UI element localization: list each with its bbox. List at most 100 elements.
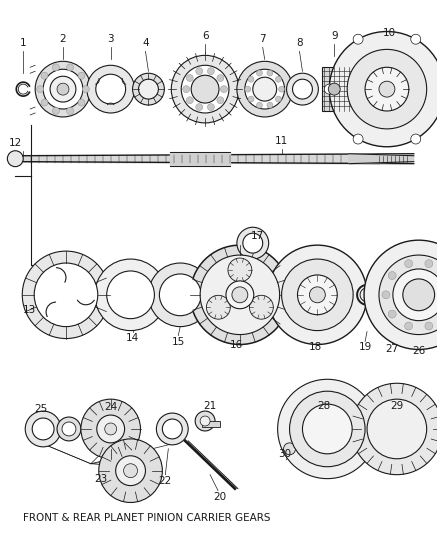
Circle shape — [282, 259, 353, 330]
Circle shape — [237, 61, 293, 117]
Circle shape — [67, 64, 74, 71]
Circle shape — [191, 75, 219, 103]
Circle shape — [237, 227, 268, 259]
Circle shape — [87, 65, 134, 113]
Circle shape — [347, 50, 427, 129]
Text: 13: 13 — [23, 305, 36, 314]
Circle shape — [248, 76, 254, 82]
Circle shape — [124, 464, 138, 478]
Circle shape — [411, 34, 421, 44]
Text: 6: 6 — [202, 31, 208, 42]
Circle shape — [183, 86, 190, 93]
Circle shape — [250, 295, 273, 319]
Circle shape — [62, 422, 76, 436]
Text: 17: 17 — [251, 231, 265, 241]
Text: 4: 4 — [142, 38, 149, 49]
Text: 10: 10 — [382, 28, 396, 38]
Circle shape — [379, 255, 438, 335]
Circle shape — [309, 287, 325, 303]
Circle shape — [133, 73, 164, 105]
Circle shape — [376, 277, 412, 313]
Circle shape — [393, 269, 438, 321]
Text: 8: 8 — [296, 38, 303, 49]
Circle shape — [105, 423, 117, 435]
Circle shape — [353, 134, 363, 144]
Text: 12: 12 — [9, 138, 22, 148]
Circle shape — [267, 70, 273, 76]
Circle shape — [220, 86, 227, 93]
Circle shape — [245, 86, 251, 92]
Text: 1: 1 — [20, 38, 27, 49]
Text: 2: 2 — [60, 35, 66, 44]
Circle shape — [41, 72, 48, 79]
Circle shape — [364, 240, 438, 350]
Circle shape — [248, 96, 254, 102]
Circle shape — [267, 102, 273, 108]
Text: 14: 14 — [126, 333, 139, 343]
Circle shape — [200, 255, 279, 335]
Circle shape — [405, 260, 413, 268]
Circle shape — [181, 65, 229, 113]
Circle shape — [388, 272, 396, 279]
Circle shape — [324, 84, 334, 94]
Text: 21: 21 — [203, 401, 217, 411]
Circle shape — [367, 399, 427, 459]
Circle shape — [34, 263, 98, 327]
Circle shape — [35, 61, 91, 117]
Circle shape — [278, 379, 377, 479]
Circle shape — [206, 295, 230, 319]
Circle shape — [257, 70, 262, 76]
Circle shape — [303, 404, 352, 454]
Circle shape — [365, 67, 409, 111]
Circle shape — [97, 415, 124, 443]
Circle shape — [232, 287, 248, 303]
Circle shape — [276, 76, 281, 82]
Circle shape — [57, 417, 81, 441]
Circle shape — [226, 281, 254, 309]
Circle shape — [276, 96, 281, 102]
Circle shape — [138, 79, 159, 99]
Circle shape — [82, 86, 89, 93]
Circle shape — [41, 99, 48, 106]
Circle shape — [351, 383, 438, 475]
Circle shape — [25, 411, 61, 447]
Circle shape — [405, 322, 413, 330]
Text: 18: 18 — [309, 343, 322, 352]
Circle shape — [279, 86, 285, 92]
Circle shape — [99, 439, 162, 503]
Circle shape — [190, 245, 290, 344]
Circle shape — [382, 291, 390, 299]
Circle shape — [196, 68, 203, 75]
Circle shape — [411, 134, 421, 144]
Circle shape — [268, 245, 367, 344]
Polygon shape — [349, 154, 414, 164]
Circle shape — [200, 416, 210, 426]
Circle shape — [57, 83, 69, 95]
Text: 28: 28 — [318, 401, 331, 411]
Circle shape — [195, 411, 215, 431]
Circle shape — [283, 443, 296, 455]
Circle shape — [50, 76, 76, 102]
Circle shape — [243, 233, 263, 253]
Circle shape — [297, 275, 337, 314]
Circle shape — [78, 72, 85, 79]
Circle shape — [43, 69, 83, 109]
Circle shape — [328, 83, 340, 95]
Circle shape — [78, 99, 85, 106]
Circle shape — [53, 64, 60, 71]
Circle shape — [253, 77, 277, 101]
Circle shape — [22, 251, 110, 338]
Text: 20: 20 — [213, 491, 226, 502]
Circle shape — [7, 151, 23, 167]
Bar — [202, 421, 220, 427]
Circle shape — [425, 260, 433, 268]
Text: 26: 26 — [412, 346, 425, 357]
Text: 19: 19 — [358, 343, 372, 352]
Circle shape — [162, 419, 182, 439]
Circle shape — [32, 418, 54, 440]
Circle shape — [383, 284, 405, 306]
Circle shape — [293, 79, 312, 99]
Circle shape — [171, 55, 239, 123]
Text: 30: 30 — [278, 449, 291, 459]
Circle shape — [245, 69, 285, 109]
